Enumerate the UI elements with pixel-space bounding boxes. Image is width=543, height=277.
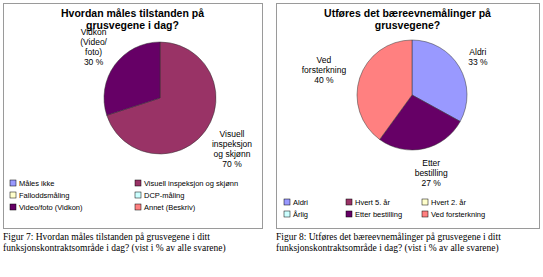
slice-label: Etterbestilling bbox=[415, 158, 448, 178]
slice-label: Vedforsterkning bbox=[302, 55, 347, 75]
panel-frame bbox=[277, 4, 540, 229]
chart-title: Utføres det bæreevnemålinger pågrusvegen… bbox=[324, 7, 491, 31]
slice-label: Visuellinspeksjonog skjønn bbox=[212, 129, 252, 159]
legend-swatch bbox=[346, 199, 352, 205]
caption: Figur 7: Hvordan måles tilstanden på gru… bbox=[3, 232, 265, 254]
text-line: bestilling bbox=[415, 168, 448, 178]
text-line: inspeksjon bbox=[212, 139, 252, 149]
pie-slice bbox=[104, 42, 160, 115]
data-label: 27 % bbox=[422, 178, 442, 188]
text-line: Etter bbox=[422, 158, 440, 168]
caption: Figur 8: Utføres det bæreevnemålinger på… bbox=[276, 232, 538, 254]
legend-label: Aldri bbox=[293, 198, 308, 207]
text-line: foto) bbox=[85, 47, 102, 57]
legend-swatch bbox=[10, 192, 16, 198]
text-line: Utføres det bæreevnemålinger på bbox=[324, 7, 491, 19]
data-label: 40 % bbox=[314, 75, 334, 85]
legend-label: Falloddsmåling bbox=[19, 191, 69, 200]
legend-label: Hvert 2. år bbox=[431, 198, 467, 207]
legend-swatch bbox=[284, 199, 290, 205]
text-line: grusvegene? bbox=[375, 19, 440, 31]
legend-swatch bbox=[135, 180, 141, 186]
legend: Måles ikke Visuell inspeksjon og skjønn Fa… bbox=[10, 179, 238, 212]
legend-swatch bbox=[10, 204, 16, 210]
legend-label: Etter bestilling bbox=[355, 210, 402, 219]
pie-slices bbox=[357, 40, 467, 150]
legend-label: Årlig bbox=[293, 210, 308, 219]
text-line: Visuell bbox=[220, 129, 245, 139]
text-line: Hvordan måles tilstanden på bbox=[61, 7, 204, 19]
legend-swatch bbox=[422, 199, 428, 205]
legend-swatch bbox=[422, 211, 428, 217]
text-line: forsterkning bbox=[302, 65, 347, 75]
text-line: Ved bbox=[317, 55, 332, 65]
pie-slices bbox=[104, 42, 216, 154]
panel-frame bbox=[4, 4, 263, 229]
text-line: Aldri bbox=[469, 47, 486, 57]
legend-swatch bbox=[284, 211, 290, 217]
text-line: (Video/ bbox=[80, 37, 107, 47]
legend-swatch bbox=[10, 180, 16, 186]
legend-swatch bbox=[135, 192, 141, 198]
slice-label: Vidkon(Video/foto) bbox=[80, 27, 107, 57]
legend: Aldri Hvert 5. år Hvert 2. år Årlig Etter be… bbox=[284, 198, 485, 219]
legend-label: Visuell inspeksjon og skjønn bbox=[144, 179, 238, 188]
legend-label: DCP-måling bbox=[144, 191, 184, 200]
legend-label: Ved forsterkning bbox=[431, 210, 485, 219]
data-label: 30 % bbox=[84, 57, 104, 67]
legend-label: Hvert 5. år bbox=[355, 198, 391, 207]
legend-label: Annet (Beskriv) bbox=[144, 203, 196, 212]
data-label: 70 % bbox=[222, 159, 242, 169]
legend-swatch bbox=[346, 211, 352, 217]
legend-label: Måles ikke bbox=[19, 179, 54, 188]
legend-label: Video/foto (Vidkon) bbox=[19, 203, 83, 212]
text-line: Vidkon bbox=[81, 27, 107, 37]
text-line: og skjønn bbox=[214, 149, 251, 159]
pie-slice bbox=[357, 40, 412, 139]
slice-label: Aldri bbox=[469, 47, 486, 57]
legend-swatch bbox=[135, 204, 141, 210]
data-label: 33 % bbox=[468, 57, 488, 67]
